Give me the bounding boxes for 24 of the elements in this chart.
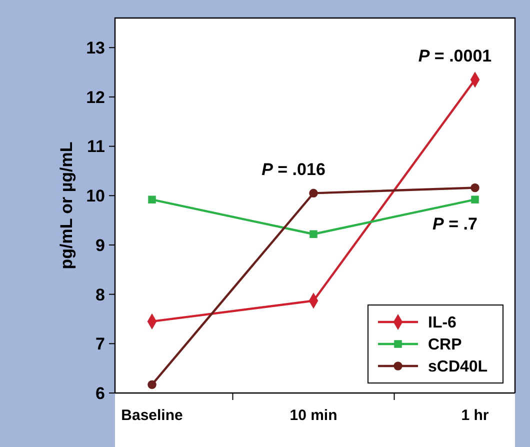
- y-tick-label: 12: [86, 88, 105, 107]
- legend-label: IL-6: [428, 314, 457, 332]
- y-tick-label: 7: [96, 334, 105, 354]
- annotation: P = .016: [262, 160, 326, 180]
- point: [471, 196, 479, 204]
- legend-label: CRP: [428, 336, 462, 354]
- point: [470, 183, 480, 192]
- y-tick-label: 6: [96, 384, 105, 403]
- y-tick-label: 13: [86, 38, 105, 58]
- y-tick-label: 8: [96, 285, 105, 304]
- y-axis-title: pg/mL or µg/mL: [57, 142, 76, 270]
- annotation: P = .0001: [418, 46, 492, 66]
- y-tick-label: 9: [96, 236, 105, 255]
- x-tick-label: 10 min: [290, 407, 338, 424]
- annotation: P = .7: [432, 214, 478, 234]
- legend-label: sCD40L: [428, 358, 488, 376]
- y-tick-label: 11: [87, 137, 105, 156]
- point: [309, 188, 318, 198]
- y-tick-label: 10: [86, 186, 105, 206]
- point: [148, 380, 156, 389]
- point: [148, 196, 156, 204]
- x-tick-label: Baseline: [121, 407, 183, 424]
- x-tick-label: 1 hr: [461, 407, 489, 424]
- point: [310, 230, 318, 238]
